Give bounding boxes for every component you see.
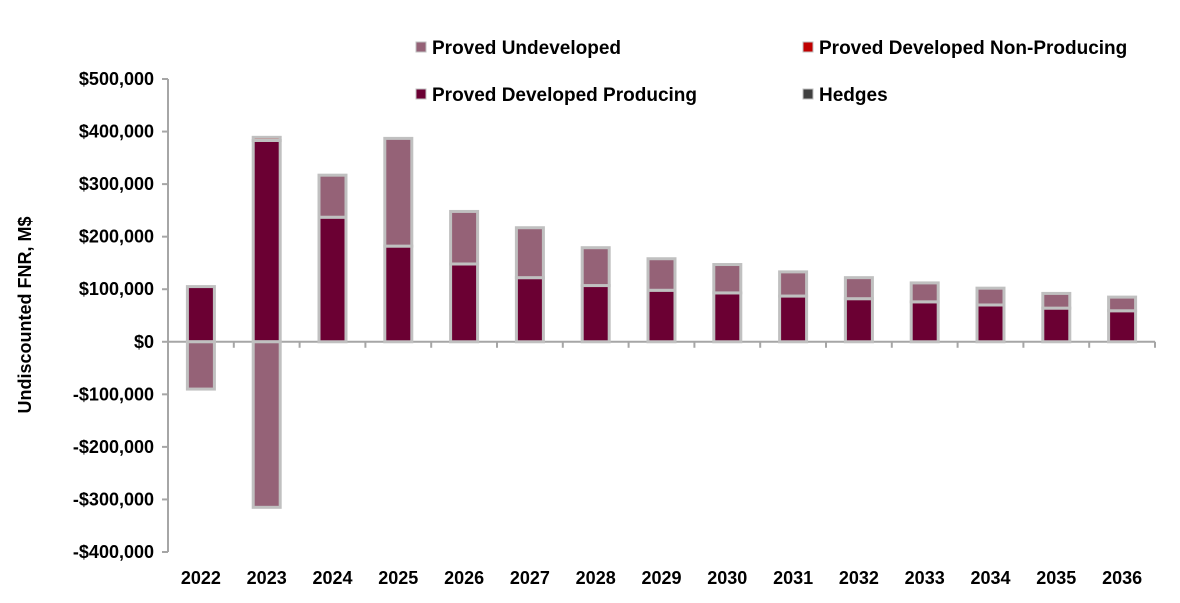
bar-proved-undeveloped-2027	[514, 226, 545, 280]
bar-proved-developed-producing-2023	[251, 138, 282, 344]
x-tick-label: 2029	[641, 568, 681, 588]
bar-proved-developed-producing-2033	[909, 300, 940, 344]
bars	[185, 135, 1138, 509]
x-tick-label: 2034	[970, 568, 1010, 588]
bar-proved-developed-producing-2034	[975, 303, 1006, 344]
legend-label: Proved Developed Non-Producing	[819, 38, 1127, 59]
bar-proved-developed-producing-2025	[383, 244, 414, 344]
bar-proved-developed-producing-2026	[449, 262, 480, 344]
legend-label: Proved Developed Producing	[432, 85, 697, 106]
x-tick-label: 2035	[1036, 568, 1076, 588]
y-axis-label: Undiscounted FNR, M$	[15, 217, 35, 414]
y-tick-label: -$200,000	[73, 437, 154, 457]
bar-proved-undeveloped-2034	[975, 286, 1006, 307]
legend-swatch	[802, 88, 814, 100]
y-tick-label: -$100,000	[73, 384, 154, 404]
bar-proved-developed-producing-2027	[514, 276, 545, 344]
y-tick-label: -$300,000	[73, 489, 154, 509]
bar-proved-undeveloped-2031	[778, 270, 809, 298]
y-tick-label: $400,000	[79, 122, 154, 142]
bar-proved-undeveloped-2029	[646, 257, 677, 292]
bar-proved-developed-producing-2035	[1041, 306, 1072, 344]
bar-proved-undeveloped-2035	[1041, 291, 1072, 310]
bar-proved-developed-non-producing-2023	[251, 135, 282, 142]
legend-label: Hedges	[819, 85, 888, 106]
bar-proved-undeveloped-2032	[843, 276, 874, 301]
legend-swatch	[802, 41, 814, 53]
bar-proved-undeveloped-2023	[251, 340, 282, 509]
legend-item-hedges: Hedges	[802, 85, 888, 106]
bar-proved-developed-producing-2029	[646, 288, 677, 344]
x-tick-label: 2033	[905, 568, 945, 588]
x-tick-label: 2026	[444, 568, 484, 588]
bar-proved-undeveloped-2036	[1107, 295, 1138, 313]
y-tick-label: $0	[134, 332, 154, 352]
bar-proved-undeveloped-2028	[580, 246, 611, 288]
y-tick-label: -$400,000	[73, 542, 154, 562]
bar-proved-developed-producing-2030	[712, 291, 743, 344]
bar-proved-undeveloped-2025	[383, 136, 414, 248]
bar-proved-developed-producing-2024	[317, 215, 348, 344]
y-tick-label: $500,000	[79, 69, 154, 89]
bar-proved-undeveloped-2026	[449, 209, 480, 266]
y-tick-label: $100,000	[79, 279, 154, 299]
legend-item-proved-developed-producing: Proved Developed Producing	[415, 85, 697, 106]
x-tick-label: 2022	[181, 568, 221, 588]
x-tick-label: 2027	[510, 568, 550, 588]
bar-proved-undeveloped-2030	[712, 263, 743, 295]
bar-proved-developed-producing-2036	[1107, 309, 1138, 344]
x-tick-label: 2031	[773, 568, 813, 588]
legend-swatch	[415, 41, 427, 53]
x-tick-label: 2036	[1102, 568, 1142, 588]
x-tick-label: 2028	[576, 568, 616, 588]
x-tick-label: 2023	[247, 568, 287, 588]
legend-item-proved-developed-non-producing: Proved Developed Non-Producing	[802, 38, 1127, 59]
legend: Proved Undeveloped Proved Developed Non-P…	[415, 38, 1127, 106]
bar-proved-developed-producing-2032	[843, 297, 874, 344]
x-tick-label: 2030	[707, 568, 747, 588]
y-tick-label: $300,000	[79, 174, 154, 194]
legend-swatch	[415, 88, 427, 100]
bar-proved-developed-producing-2031	[778, 294, 809, 344]
bar-proved-undeveloped-2024	[317, 173, 348, 219]
bar-proved-undeveloped-2033	[909, 281, 940, 304]
bar-proved-developed-producing-2022	[185, 285, 216, 344]
y-tick-label: $200,000	[79, 227, 154, 247]
bar-proved-developed-producing-2028	[580, 284, 611, 344]
x-tick-label: 2024	[312, 568, 352, 588]
x-tick-label: 2025	[378, 568, 418, 588]
bar-proved-undeveloped-2022	[185, 340, 216, 391]
legend-item-proved-undeveloped: Proved Undeveloped	[415, 38, 621, 59]
legend-label: Proved Undeveloped	[432, 38, 621, 59]
tick-labels: $500,000 $400,000 $300,000 $200,000 $100,000…	[73, 69, 1142, 588]
x-tick-label: 2032	[839, 568, 879, 588]
